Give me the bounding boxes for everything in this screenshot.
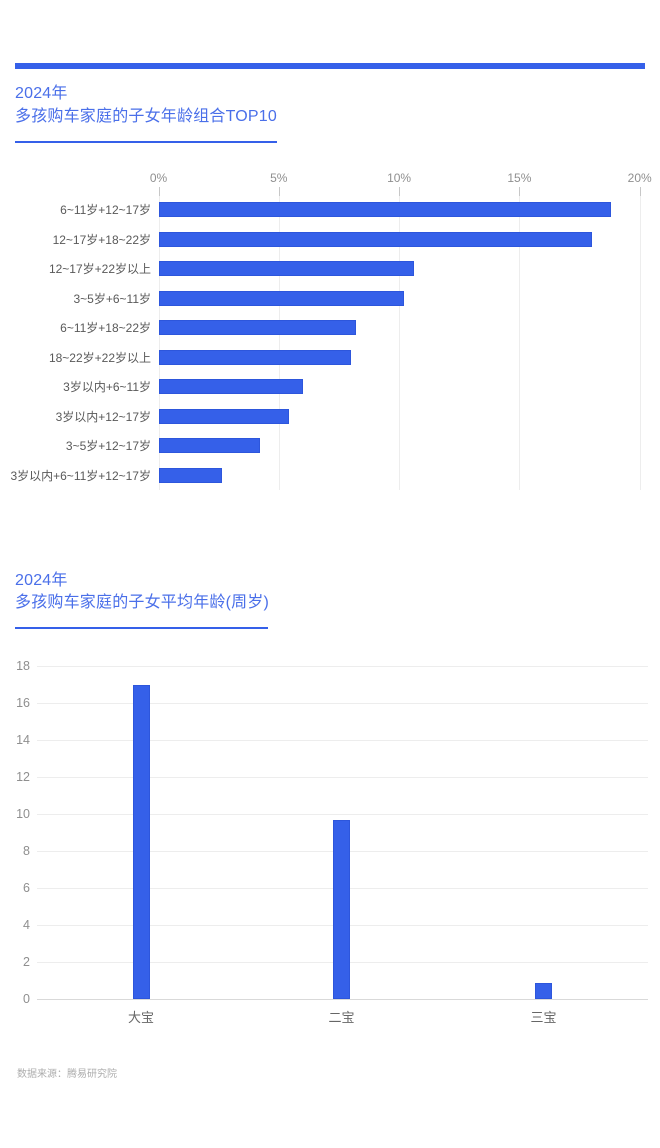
bar-3~5岁+6~11岁 bbox=[159, 290, 405, 306]
tick-x-10% bbox=[399, 187, 401, 196]
x-axis-tick-label: 10% bbox=[387, 171, 412, 185]
category-label: 12~17岁+22岁以上 bbox=[48, 262, 151, 277]
gridline-y-0 bbox=[37, 999, 648, 1001]
chart2-title-year: 2024年 bbox=[15, 572, 68, 589]
bar-6~11岁+18~22岁 bbox=[159, 320, 357, 336]
x-axis-tick-label: 0% bbox=[149, 171, 168, 185]
chart2-title-block: 2024年 多孩购车家庭的子女平均年龄(周岁) bbox=[15, 570, 635, 614]
bar-3岁以内+6~11岁 bbox=[159, 379, 304, 395]
chart1-title-block: 2024年 多孩购车家庭的子女年龄组合TOP10 bbox=[15, 82, 635, 128]
category-label: 三宝 bbox=[530, 1010, 557, 1025]
bar-6~11岁+12~17岁 bbox=[159, 202, 612, 217]
tick-x-20% bbox=[639, 187, 641, 196]
y-axis-tick-label: 6 bbox=[23, 880, 30, 895]
gridline-y-18 bbox=[37, 666, 648, 668]
chart2-subtitle: 多孩购车家庭的子女平均年龄(周岁) bbox=[15, 594, 270, 611]
category-label: 18~22岁+22岁以上 bbox=[48, 350, 151, 365]
y-axis-tick-label: 8 bbox=[23, 843, 30, 858]
tick-x-0% bbox=[158, 187, 160, 196]
category-label: 3~5岁+12~17岁 bbox=[65, 439, 151, 454]
y-axis-tick-label: 18 bbox=[16, 658, 30, 673]
gridline-x-15% bbox=[519, 187, 521, 490]
category-label: 3~5岁+6~11岁 bbox=[73, 291, 151, 306]
gridline-y-16 bbox=[37, 703, 648, 705]
chart1-subtitle: 多孩购车家庭的子女年龄组合TOP10 bbox=[15, 108, 277, 125]
gridline-y-10 bbox=[37, 814, 648, 816]
y-axis-tick-label: 16 bbox=[16, 695, 30, 710]
category-label: 大宝 bbox=[127, 1010, 154, 1025]
gridline-y-12 bbox=[37, 777, 648, 779]
x-axis-tick-label: 15% bbox=[507, 171, 532, 185]
bar-二宝 bbox=[333, 819, 350, 1000]
data-source-note: 数据来源：腾易研究院 bbox=[17, 1069, 117, 1080]
category-label: 12~17岁+18~22岁 bbox=[52, 232, 151, 247]
gridline-x-0% bbox=[158, 187, 160, 490]
y-axis-tick-label: 4 bbox=[23, 917, 30, 932]
gridline-x-10% bbox=[399, 187, 401, 490]
tick-x-15% bbox=[519, 187, 521, 196]
category-label: 3岁以内+12~17岁 bbox=[55, 409, 151, 424]
y-axis-tick-label: 12 bbox=[16, 769, 30, 784]
gridline-y-14 bbox=[37, 740, 648, 742]
bar-3岁以内+6~11岁+12~17岁 bbox=[159, 467, 222, 483]
section-divider-bar bbox=[15, 63, 645, 69]
tick-x-5% bbox=[278, 187, 280, 196]
category-label: 6~11岁+18~22岁 bbox=[60, 321, 151, 336]
chart1-title-year: 2024年 bbox=[15, 85, 68, 102]
bar-3岁以内+12~17岁 bbox=[159, 408, 289, 424]
y-axis-tick-label: 2 bbox=[23, 954, 30, 969]
y-axis-tick-label: 14 bbox=[16, 732, 30, 747]
bar-大宝 bbox=[132, 684, 150, 1000]
chart2-title-underline bbox=[15, 627, 268, 629]
gridline-x-5% bbox=[278, 187, 280, 490]
chart1-title-underline bbox=[15, 141, 277, 143]
bar-3~5岁+12~17岁 bbox=[159, 438, 261, 454]
y-axis-tick-label: 0 bbox=[23, 991, 30, 1006]
category-label: 3岁以内+6~11岁 bbox=[63, 380, 151, 395]
y-axis-tick-label: 10 bbox=[16, 806, 30, 821]
bar-18~22岁+22岁以上 bbox=[159, 349, 352, 365]
category-label: 二宝 bbox=[328, 1010, 355, 1025]
category-label: 3岁以内+6~11岁+12~17岁 bbox=[10, 468, 151, 483]
x-axis-tick-label: 20% bbox=[627, 171, 652, 185]
bar-12~17岁+22岁以上 bbox=[159, 261, 415, 277]
gridline-x-20% bbox=[639, 187, 641, 490]
bar-12~17岁+18~22岁 bbox=[159, 231, 593, 247]
bar-三宝 bbox=[535, 982, 552, 1000]
category-label: 6~11岁+12~17岁 bbox=[60, 203, 151, 217]
x-axis-tick-label: 5% bbox=[270, 171, 288, 185]
